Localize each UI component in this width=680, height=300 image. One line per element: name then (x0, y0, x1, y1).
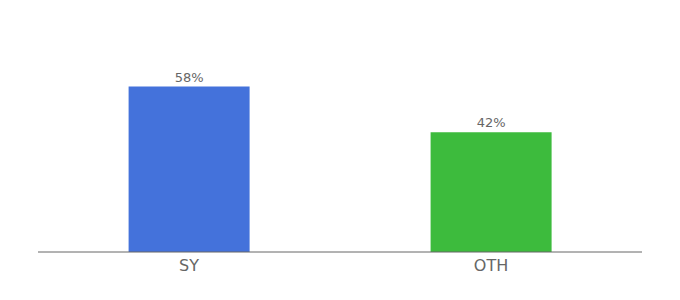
svg-text:58%: 58% (175, 70, 204, 85)
svg-text:SY: SY (179, 256, 199, 275)
svg-text:42%: 42% (477, 115, 506, 130)
svg-text:OTH: OTH (474, 256, 508, 275)
